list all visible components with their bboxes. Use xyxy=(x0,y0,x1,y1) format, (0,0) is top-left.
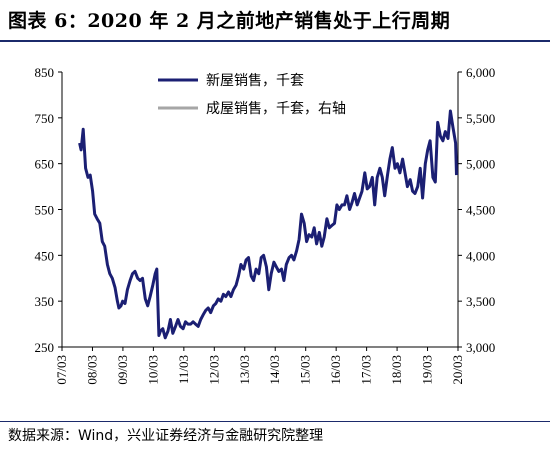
footer-divider xyxy=(0,421,550,422)
figure-title: 图表 6：2020 年 2 月之前地产销售处于上行周期 xyxy=(8,10,451,32)
x-tick-label: 11/03 xyxy=(176,355,191,384)
right-tick-label: 6,000 xyxy=(466,65,495,80)
legend-label-1: 新屋销售，千套 xyxy=(206,73,304,89)
x-tick-label: 18/03 xyxy=(389,355,404,385)
right-tick-label: 3,000 xyxy=(466,340,495,355)
right-tick-label: 5,000 xyxy=(466,157,495,172)
left-tick-label: 850 xyxy=(35,65,55,80)
x-tick-label: 20/03 xyxy=(450,355,465,385)
legend-label-2: 成屋销售，千套，右轴 xyxy=(206,101,346,117)
right-tick-label: 3,500 xyxy=(466,294,495,309)
line-chart: 250 350 450 550 650 750 850 3,000 3,500 4,000 4,50… xyxy=(35,65,496,385)
x-tick-label: 08/03 xyxy=(84,355,99,385)
title-divider xyxy=(0,40,550,42)
x-tick-label: 15/03 xyxy=(298,355,313,385)
source-note: 数据来源：Wind，兴业证券经济与金融研究院整理 xyxy=(8,428,324,444)
left-tick-label: 250 xyxy=(35,340,55,355)
left-tick-label: 550 xyxy=(35,203,55,218)
chart-axes: 250 350 450 550 650 750 850 3,000 3,500 4,000 4,50… xyxy=(35,65,496,385)
chart-series xyxy=(78,109,458,340)
x-tick-label: 10/03 xyxy=(145,355,160,385)
left-tick-label: 450 xyxy=(35,248,55,263)
right-tick-label: 5,500 xyxy=(466,111,495,126)
x-tick-label: 14/03 xyxy=(267,355,282,385)
x-tick-label: 09/03 xyxy=(115,355,130,385)
series-line-1 xyxy=(78,109,458,340)
left-tick-label: 350 xyxy=(35,294,55,309)
x-tick-label: 16/03 xyxy=(328,355,343,385)
x-tick-label: 07/03 xyxy=(54,355,69,385)
x-tick-label: 13/03 xyxy=(237,355,252,385)
x-tick-label: 19/03 xyxy=(420,355,435,385)
right-tick-label: 4,000 xyxy=(466,248,495,263)
right-tick-label: 4,500 xyxy=(466,203,495,218)
left-tick-label: 750 xyxy=(35,111,55,126)
left-tick-label: 650 xyxy=(35,157,55,172)
x-tick-label: 12/03 xyxy=(206,355,221,385)
x-tick-label: 17/03 xyxy=(359,355,374,385)
